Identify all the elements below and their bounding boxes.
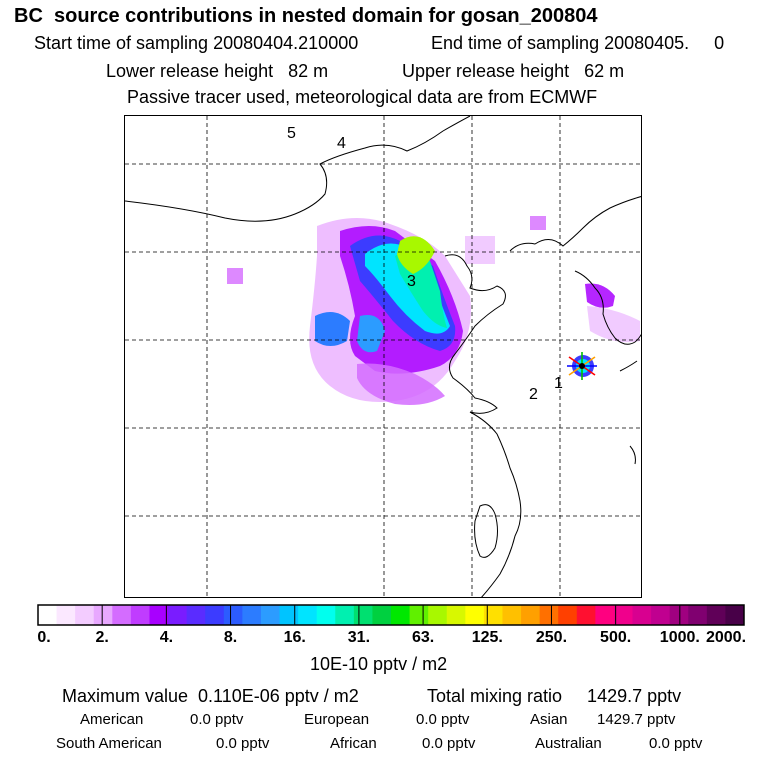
colorbar-swatch — [335, 605, 355, 625]
colorbar-tick-label: 8. — [223, 629, 238, 646]
colorbar-swatch — [223, 605, 243, 625]
colorbar-swatch — [502, 605, 522, 625]
plot-title: BC source contributions in nested domain… — [14, 5, 598, 27]
colorbar-tick-label: 250. — [535, 629, 568, 646]
colorbar-tick-label: 0. — [37, 629, 51, 646]
colorbar-swatch — [632, 605, 652, 625]
colorbar-tick-label: 2. — [95, 629, 109, 646]
colorbar-swatch — [409, 605, 429, 625]
colorbar-tick-label: 31. — [347, 629, 371, 646]
colorbar-swatch — [706, 605, 726, 625]
colorbar-swatch — [391, 605, 411, 625]
colorbar-swatch — [298, 605, 318, 625]
asian-value: 1429.7 pptv — [597, 711, 676, 728]
colorbar-swatch — [38, 605, 58, 625]
colorbar-swatch — [372, 605, 392, 625]
colorbar-swatch — [539, 605, 559, 625]
colorbar-swatch — [613, 605, 634, 625]
source-contribution-field — [227, 216, 640, 405]
colorbar-tick-label: 125. — [471, 629, 503, 646]
colorbar-swatch — [428, 605, 448, 625]
region-label-3: 3 — [407, 273, 416, 290]
european-label: European — [304, 711, 370, 728]
colorbar-unit: 10E-10 pptv / m2 — [310, 654, 448, 674]
colorbar-swatch — [130, 605, 150, 625]
colorbar-swatch — [93, 605, 113, 625]
colorbar-swatch — [56, 605, 76, 625]
colorbar-swatch — [595, 605, 615, 625]
lower-release-height: Lower release height 82 m — [106, 61, 329, 81]
colorbar-swatch — [521, 605, 541, 625]
colorbar-swatch — [353, 605, 373, 625]
colorbar-swatch — [725, 605, 745, 625]
colorbar-swatch — [186, 605, 206, 625]
colorbar-swatch — [465, 605, 485, 625]
region-label-2: 2 — [529, 386, 538, 403]
colorbar-tick-label: 4. — [159, 629, 174, 646]
tracer-note: Passive tracer used, meteorological data… — [127, 87, 598, 107]
south-american-value: 0.0 pptv — [216, 735, 270, 752]
colorbar-swatch — [279, 605, 299, 625]
receptor-star-marker — [567, 352, 597, 380]
graticule — [125, 116, 641, 597]
colorbar-tick-label: 2000. — [705, 629, 747, 646]
upper-release-height: Upper release height 62 m — [402, 61, 625, 81]
colorbar-border — [37, 604, 745, 626]
colorbar-swatch — [242, 605, 262, 625]
african-label: African — [330, 735, 377, 752]
asian-label: Asian — [530, 711, 568, 728]
colorbar-tick-label: 1000. — [659, 629, 700, 646]
colorbar-swatch — [316, 605, 336, 625]
region-label-4: 4 — [337, 135, 346, 152]
map-canvas: 5 4 3 2 1 — [125, 116, 641, 597]
colorbar-swatch — [205, 605, 225, 625]
colorbar-swatch — [149, 605, 169, 625]
colorbar-swatch — [483, 605, 503, 625]
map-panel: 5 4 3 2 1 — [124, 115, 642, 598]
colorbar-tick-label: 63. — [411, 629, 435, 646]
south-american-label: South American — [56, 735, 162, 752]
european-value: 0.0 pptv — [416, 711, 470, 728]
australian-value: 0.0 pptv — [649, 735, 703, 752]
american-label: American — [80, 711, 144, 728]
region-label-1: 1 — [554, 375, 563, 392]
colorbar-swatch — [75, 605, 95, 625]
sampling-end: End time of sampling 20080405. 0 — [431, 33, 725, 53]
sampling-start: Start time of sampling 20080404.210000 — [34, 33, 359, 53]
region-label-5: 5 — [287, 125, 296, 142]
australian-label: Australian — [535, 735, 602, 752]
colorbar-swatch — [688, 605, 708, 625]
colorbar-tick-label: 500. — [600, 629, 632, 646]
colorbar-swatch — [112, 605, 132, 625]
colorbar-swatch — [651, 605, 671, 625]
total-mixing-ratio: Total mixing ratio 1429.7 pptv — [427, 686, 682, 706]
colorbar-swatch — [558, 605, 578, 625]
colorbar-tick-label: 16. — [283, 629, 306, 646]
coastlines — [125, 116, 641, 597]
maximum-value: Maximum value 0.110E-06 pptv / m2 — [62, 686, 359, 706]
colorbar — [37, 604, 745, 626]
colorbar-swatch — [669, 605, 689, 625]
colorbar-swatch — [168, 605, 188, 625]
american-value: 0.0 pptv — [190, 711, 244, 728]
colorbar-swatch — [446, 605, 466, 625]
african-value: 0.0 pptv — [422, 735, 476, 752]
colorbar-swatch — [576, 605, 596, 625]
colorbar-swatch — [260, 605, 281, 625]
